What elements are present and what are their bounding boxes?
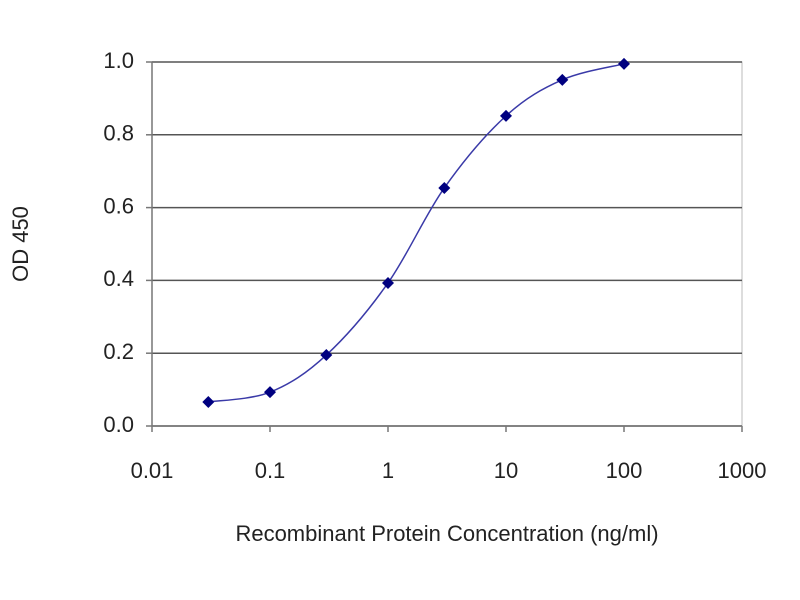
x-tick-label: 1000 (718, 458, 767, 483)
x-tick-label: 0.1 (255, 458, 286, 483)
y-tick-label: 0.8 (103, 121, 134, 146)
data-point (202, 395, 215, 408)
y-tick-label: 0.0 (103, 412, 134, 437)
data-point (556, 73, 569, 86)
data-line (208, 63, 625, 403)
data-point (382, 276, 394, 289)
data-point (264, 386, 276, 399)
x-tick-label: 10 (494, 458, 518, 483)
data-point (320, 349, 333, 362)
y-tick-label: 0.2 (103, 339, 134, 364)
x-tick-label: 0.01 (131, 458, 174, 483)
data-point (500, 109, 512, 122)
x-tick-label: 1 (382, 458, 394, 483)
plot-area (151, 61, 743, 427)
data-point (438, 181, 451, 194)
data-point (618, 57, 630, 70)
y-axis-label: OD 450 (8, 206, 33, 282)
y-tick-label: 0.4 (103, 266, 134, 291)
y-tick-label: 0.6 (103, 193, 134, 218)
x-axis-label: Recombinant Protein Concentration (ng/ml… (235, 521, 658, 546)
x-tick-label: 100 (606, 458, 643, 483)
y-tick-label: 1.0 (103, 48, 134, 73)
